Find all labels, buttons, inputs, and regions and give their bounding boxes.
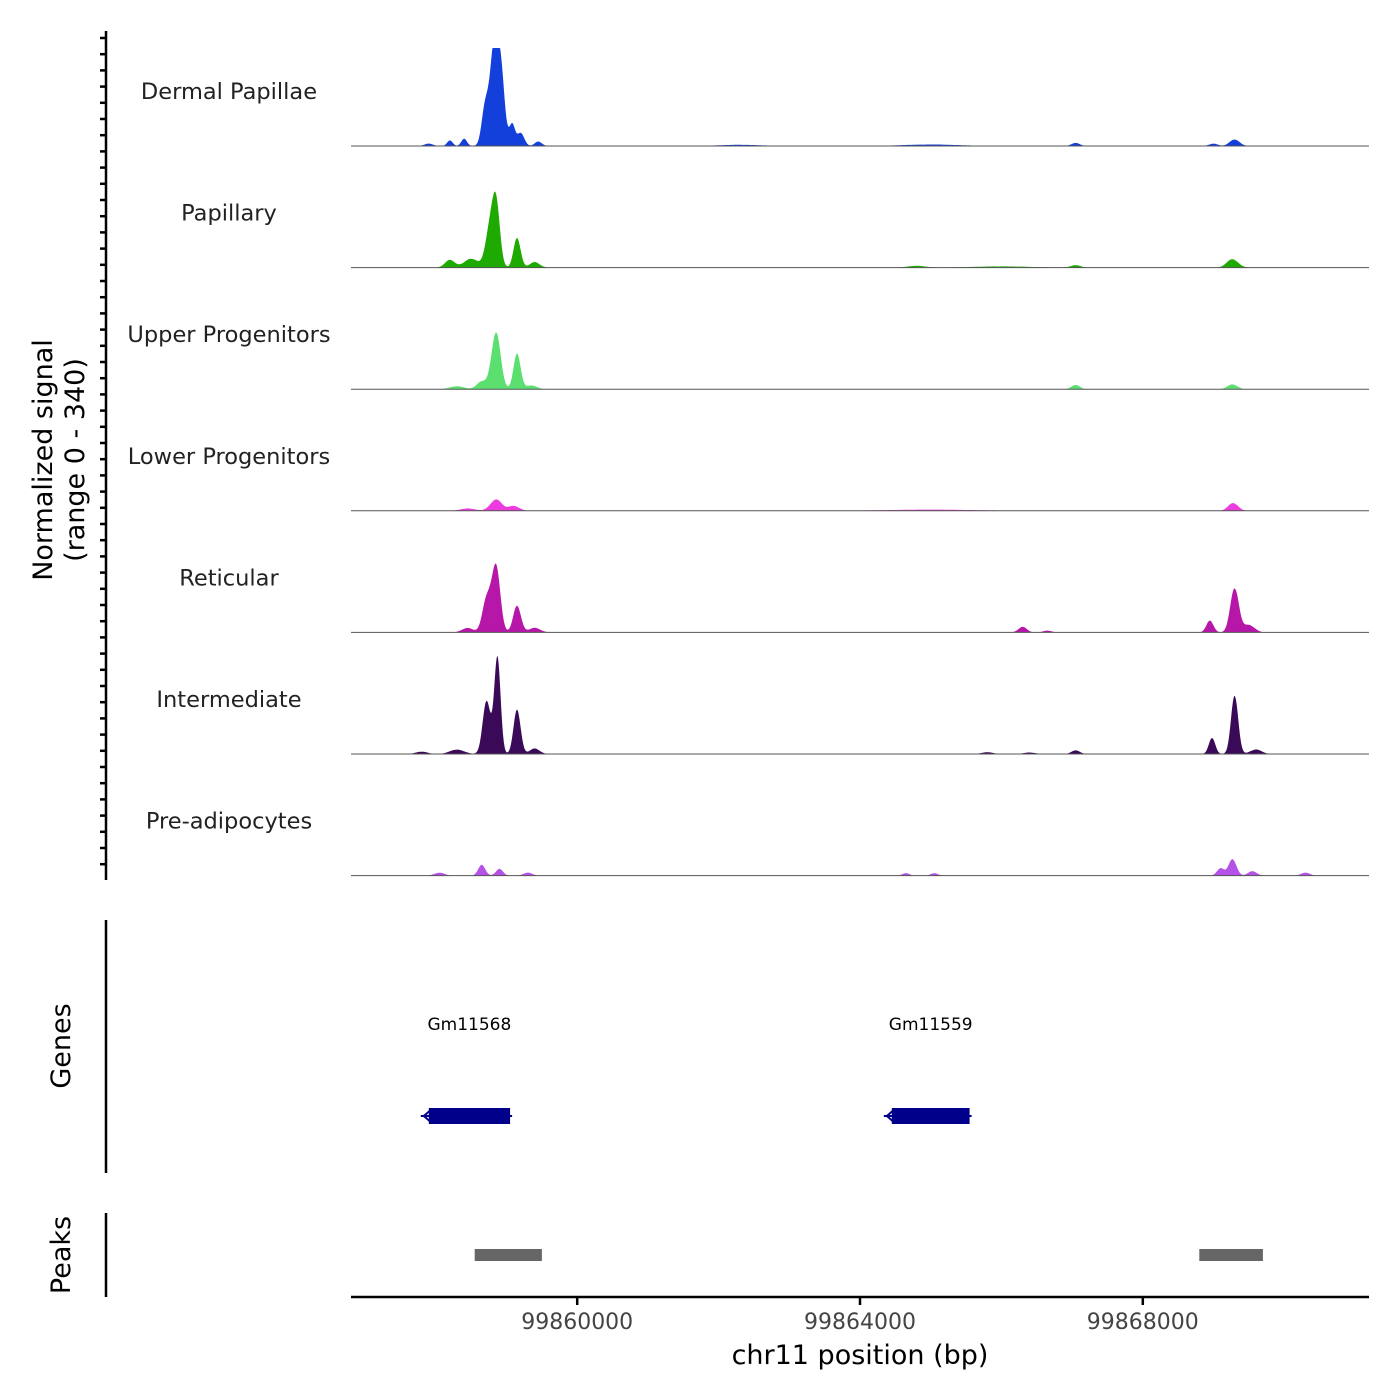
track-label: Pre-adipocytes (146, 809, 312, 835)
x-tick-label: 99868000 (1087, 1310, 1199, 1335)
x-axis-title: chr11 position (bp) (732, 1340, 989, 1371)
genes-title: Genes (46, 1003, 77, 1088)
gene-features: Gm11568 Gm11559 (420, 1015, 973, 1124)
track-pre-adipocytes: Pre-adipocytes (146, 809, 1369, 877)
track-upper-progenitors: Upper Progenitors (127, 322, 1369, 390)
y-axis-subtitle: (range 0 - 340) (60, 358, 91, 562)
gene-gm11568: Gm11568 (420, 1015, 513, 1124)
signal-area (351, 191, 1369, 268)
peaks-title: Peaks (46, 1216, 77, 1294)
signal-tracks: Dermal Papillae Papillary Upper Progenitor… (127, 48, 1369, 877)
track-dermal-papillae: Dermal Papillae (141, 48, 1369, 147)
track-label: Upper Progenitors (127, 322, 330, 348)
peak-features (474, 1249, 1263, 1261)
gene-label: Gm11559 (889, 1015, 973, 1035)
signal-area (351, 499, 1369, 511)
x-tick-label: 99864000 (804, 1310, 916, 1335)
signal-area (351, 656, 1369, 754)
signal-area (351, 563, 1369, 633)
signal-area (351, 48, 1369, 146)
peaks-panel: Peaks (46, 1213, 1263, 1297)
gene-gm11559: Gm11559 (883, 1015, 973, 1124)
signal-area (351, 859, 1369, 876)
gene-strand-arrow (885, 1109, 895, 1123)
genes-panel: Genes Gm11568 Gm11559 (46, 920, 973, 1173)
track-papillary: Papillary (181, 191, 1369, 269)
track-intermediate: Intermediate (156, 656, 1369, 755)
signal-panel: Normalized signal (range 0 - 340) Dermal… (28, 31, 1369, 880)
track-lower-progenitors: Lower Progenitors (128, 444, 1369, 512)
x-tick-label: 99860000 (521, 1310, 633, 1335)
track-reticular: Reticular (179, 563, 1369, 633)
peak-region (1199, 1249, 1263, 1261)
peak-region (474, 1249, 542, 1261)
x-axis: 99860000 99864000 99868000 chr11 position … (351, 1295, 1369, 1371)
signal-area (351, 332, 1369, 390)
track-label: Dermal Papillae (141, 79, 317, 105)
track-label: Lower Progenitors (128, 444, 330, 470)
x-ticks: 99860000 99864000 99868000 (521, 1297, 1199, 1335)
track-label: Intermediate (156, 687, 301, 713)
gene-label: Gm11568 (427, 1015, 511, 1035)
gene-strand-arrow (422, 1109, 432, 1123)
signal-y-ticks (100, 36, 106, 866)
track-label: Papillary (181, 201, 277, 227)
track-label: Reticular (179, 565, 279, 591)
y-axis-title: Normalized signal (28, 339, 59, 581)
